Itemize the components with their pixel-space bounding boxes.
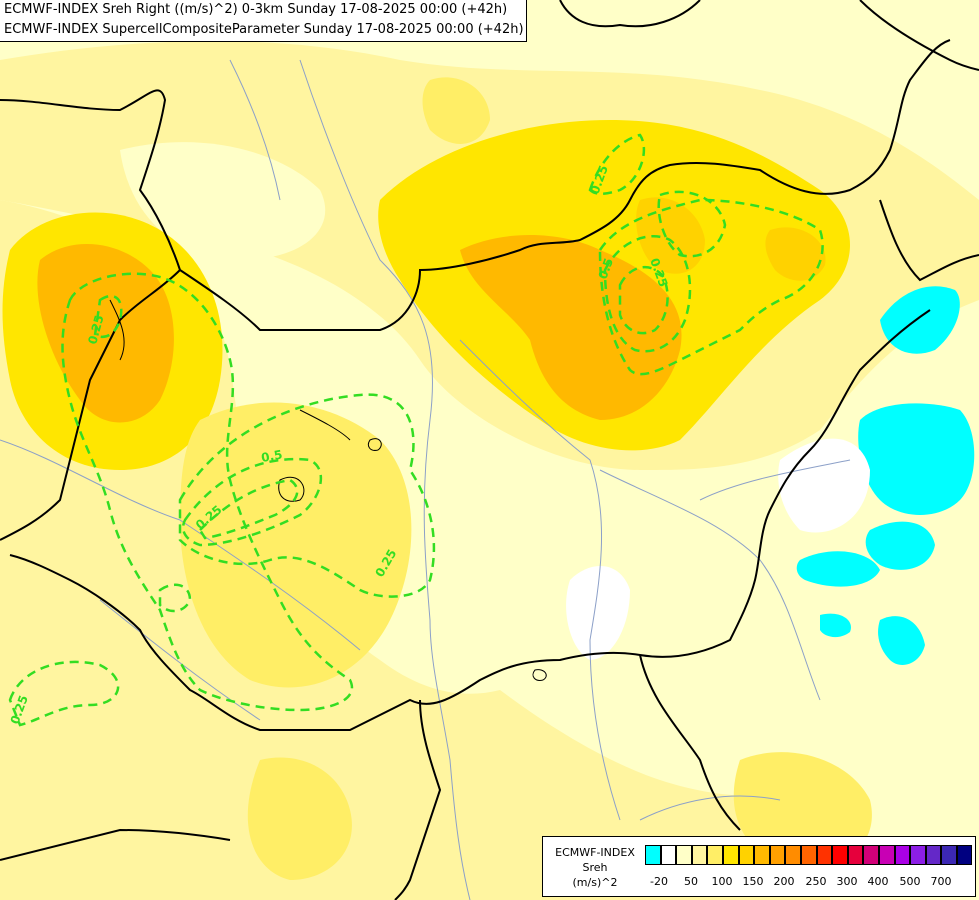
scp-contour-southwest — [8, 660, 120, 727]
sreh-fill-negative — [566, 286, 975, 665]
map-title-line-1: ECMWF-INDEX Sreh Right ((m/s)^2) 0-3km S… — [4, 2, 508, 17]
legend-swatch — [676, 845, 692, 865]
legend-swatch — [925, 845, 942, 865]
legend-unit: (m/s)^2 — [572, 876, 618, 889]
legend-tick-label: -20 — [650, 875, 668, 888]
scp-contour-outer-central — [178, 393, 436, 598]
scp-contour-core-east — [618, 265, 669, 335]
sreh-fill-high — [37, 197, 826, 423]
legend-ticks: -20 50 100 150 200 250 300 400 500 700 — [645, 875, 965, 889]
legend-swatch — [956, 845, 973, 865]
legend-tick-label: 50 — [684, 875, 698, 888]
legend-tick-label: 200 — [773, 875, 795, 888]
legend-swatch — [878, 845, 895, 865]
legend-swatch — [800, 845, 817, 865]
scp-contour-outer-east — [598, 198, 824, 376]
map-title-box: ECMWF-INDEX Sreh Right ((m/s)^2) 0-3km S… — [0, 0, 527, 42]
legend-swatch — [847, 845, 864, 865]
legend-swatches — [645, 845, 973, 865]
legend-swatch — [785, 845, 801, 865]
legend-tick-label: 400 — [867, 875, 889, 888]
scp-contour-core-central — [198, 478, 299, 540]
scp-contours — [8, 133, 824, 727]
legend-tick-label: 500 — [899, 875, 921, 888]
map-title-line-2: ECMWF-INDEX SupercellCompositeParameter … — [4, 22, 524, 37]
legend-swatch — [738, 845, 755, 865]
scp-contour-inner-central — [181, 457, 322, 547]
scp-contour-northeast — [657, 190, 727, 258]
legend-swatch — [660, 845, 677, 865]
contour-label: 0.5 — [596, 256, 616, 281]
legend-swatch — [754, 845, 770, 865]
legend-model: ECMWF-INDEX — [555, 846, 635, 859]
scp-contour-outer-west — [61, 272, 354, 712]
legend-swatch — [707, 845, 723, 865]
legend-tick-label: 250 — [805, 875, 827, 888]
color-legend: ECMWF-INDEX Sreh (m/s)^2 -20 50 100 150 200 2… — [542, 836, 976, 897]
legend-variable: Sreh — [582, 861, 608, 874]
legend-tick-label: 150 — [742, 875, 764, 888]
scp-contour-small-west — [158, 583, 192, 613]
legend-swatch — [894, 845, 911, 865]
legend-swatch — [941, 845, 957, 865]
legend-swatch — [832, 845, 848, 865]
legend-swatch — [691, 845, 708, 865]
legend-swatch — [863, 845, 879, 865]
scp-contour-inner-east — [603, 235, 692, 353]
legend-tick-label: 300 — [836, 875, 858, 888]
legend-tick-label: 100 — [711, 875, 733, 888]
legend-swatch — [645, 845, 661, 865]
contour-label: 0.5 — [260, 447, 283, 464]
legend-swatch — [910, 845, 926, 865]
legend-swatch — [816, 845, 833, 865]
legend-swatch — [769, 845, 786, 865]
rivers — [0, 59, 851, 900]
legend-title: ECMWF-INDEX Sreh (m/s)^2 — [547, 845, 643, 890]
region-borders — [109, 299, 547, 681]
legend-swatch — [722, 845, 739, 865]
legend-tick-label: 700 — [930, 875, 952, 888]
